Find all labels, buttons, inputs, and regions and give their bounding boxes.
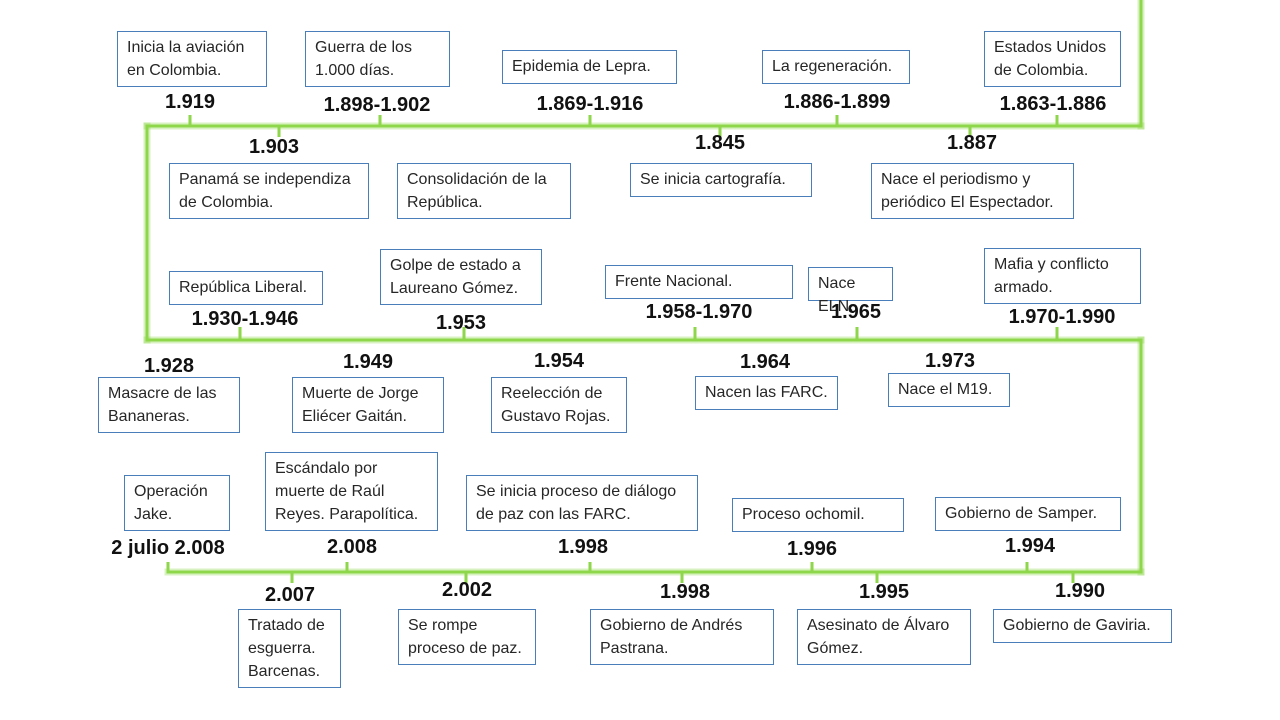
- event-label-dialogo-farc: Se inicia proceso de diálogo de paz con …: [466, 475, 698, 531]
- event-year-rojas: 1.954: [533, 350, 585, 372]
- timeline-line: [143, 0, 1145, 576]
- event-label-rojas: Reelección de Gustavo Rojas.: [491, 377, 627, 433]
- event-year-regeneracion: 1.886-1.899: [783, 91, 891, 113]
- event-year-gaviria: 1.990: [1054, 580, 1106, 602]
- event-year-mafia: 1.970-1.990: [1008, 306, 1116, 328]
- event-label-gaviria: Gobierno de Gaviria.: [993, 609, 1172, 643]
- event-label-gaitan: Muerte de Jorge Eliécer Gaitán.: [292, 377, 444, 433]
- event-year-cartografia: 1.845: [694, 132, 746, 154]
- event-label-esguerra: Tratado de esguerra. Barcenas.: [238, 609, 341, 688]
- event-year-golpe-estado: 1.953: [435, 312, 487, 334]
- event-label-operacion-jake: Operación Jake.: [124, 475, 230, 531]
- event-label-pastrana: Gobierno de Andrés Pastrana.: [590, 609, 774, 665]
- event-year-bananeras: 1.928: [143, 355, 195, 377]
- event-year-epidemia-lepra: 1.869-1.916: [536, 93, 644, 115]
- event-year-samper: 1.994: [1004, 535, 1056, 557]
- event-label-raul-reyes: Escándalo por muerte de Raúl Reyes. Para…: [265, 452, 438, 531]
- event-label-guerra-mil-dias: Guerra de los 1.000 días.: [305, 31, 450, 87]
- event-year-nace-eln: 1.965: [830, 301, 882, 323]
- event-year-periodismo: 1.887: [946, 132, 998, 154]
- event-year-estados-unidos: 1.863-1.886: [999, 93, 1107, 115]
- event-label-estados-unidos: Estados Unidos de Colombia.: [984, 31, 1121, 87]
- event-year-alvaro-gomez: 1.995: [858, 581, 910, 603]
- event-year-inicia-aviacion: 1.919: [164, 91, 216, 113]
- event-label-m19: Nace el M19.: [888, 373, 1010, 407]
- event-year-m19: 1.973: [924, 350, 976, 372]
- event-label-frente-nacional: Frente Nacional.: [605, 265, 793, 299]
- event-year-farc: 1.964: [739, 351, 791, 373]
- event-label-nace-eln: Nace ELN.: [808, 267, 893, 315]
- event-year-raul-reyes: 2.008: [326, 536, 378, 558]
- event-label-regeneracion: La regeneración.: [762, 50, 910, 84]
- event-year-pastrana: 1.998: [659, 581, 711, 603]
- event-label-golpe-estado: Golpe de estado a Laureano Gómez.: [380, 249, 542, 305]
- event-label-consolidacion: Consolidación de la República.: [397, 163, 571, 219]
- event-label-bananeras: Masacre de las Bananeras.: [98, 377, 240, 433]
- event-label-rompe-paz: Se rompe proceso de paz.: [398, 609, 536, 665]
- timeline-ticks: [166, 115, 1075, 583]
- event-year-ochomil: 1.996: [786, 538, 838, 560]
- event-year-operacion-jake: 2 julio 2.008: [111, 537, 225, 559]
- event-year-rompe-paz: 2.002: [441, 579, 493, 601]
- event-year-esguerra: 2.007: [264, 584, 316, 606]
- event-label-farc: Nacen las FARC.: [695, 376, 838, 410]
- event-year-panama: 1.903: [248, 136, 300, 158]
- event-label-periodismo: Nace el periodismo y periódico El Espect…: [871, 163, 1074, 219]
- event-year-frente-nacional: 1.958-1.970: [645, 301, 753, 323]
- event-year-gaitan: 1.949: [342, 351, 394, 373]
- event-label-epidemia-lepra: Epidemia de Lepra.: [502, 50, 677, 84]
- event-label-samper: Gobierno de Samper.: [935, 497, 1121, 531]
- event-label-mafia: Mafia y conflicto armado.: [984, 248, 1141, 304]
- event-label-inicia-aviacion: Inicia la aviación en Colombia.: [117, 31, 267, 87]
- event-label-republica-liberal: República Liberal.: [169, 271, 323, 305]
- event-year-guerra-mil-dias: 1.898-1.902: [323, 94, 431, 116]
- event-year-dialogo-farc: 1.998: [557, 536, 609, 558]
- event-label-ochomil: Proceso ochomil.: [732, 498, 904, 532]
- event-label-panama: Panamá se independiza de Colombia.: [169, 163, 369, 219]
- event-year-republica-liberal: 1.930-1.946: [191, 308, 299, 330]
- event-label-cartografia: Se inicia cartografía.: [630, 163, 812, 197]
- event-label-alvaro-gomez: Asesinato de Álvaro Gómez.: [797, 609, 971, 665]
